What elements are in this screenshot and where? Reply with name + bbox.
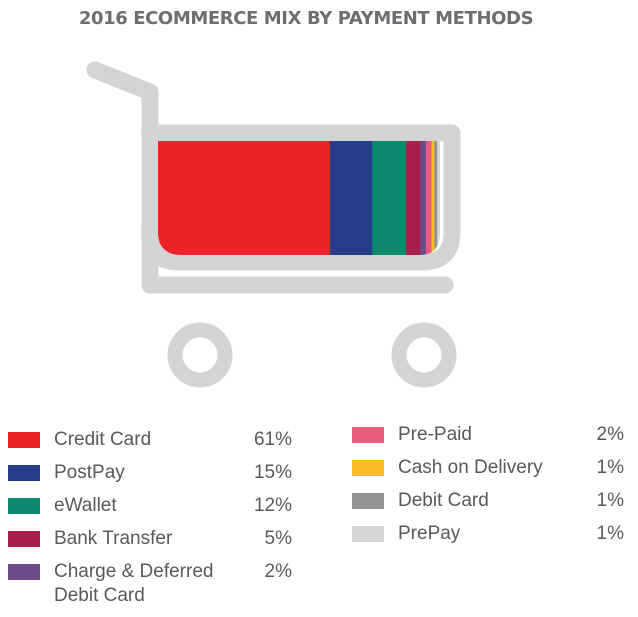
bar-segment-1 [158,141,331,255]
legend-value: 2% [596,424,624,445]
legend-item: Pre-Paid 2% [352,424,624,449]
legend-item: Charge & Deferred Debit Card 2% [8,561,292,606]
legend-item: PrePay 1% [352,523,624,548]
legend-swatch [352,526,384,542]
bar-segment-8 [434,141,438,255]
legend-label: Charge & Deferred Debit Card [54,561,214,606]
legend-swatch [352,427,384,443]
legend-value: 1% [596,457,624,478]
legend-value: 15% [253,462,292,483]
bar-segment-3 [372,141,407,255]
shopping-cart-icon [86,61,461,388]
legend-swatch [8,531,40,547]
cart-basket [141,124,461,271]
legend-value: 1% [596,490,624,511]
bar-segment-6 [425,141,432,255]
bar-segment-2 [330,141,373,255]
legend-item: PostPay 15% [8,462,292,487]
bar-segment-7 [431,141,435,255]
cart-frame [86,61,461,294]
legend-swatch [8,498,40,514]
legend-label: Cash on Delivery [398,457,543,478]
legend-value: 12% [253,495,292,516]
stacked-bar [158,141,440,255]
legend-item: Bank Transfer 5% [8,528,292,553]
legend-item: eWallet 12% [8,495,292,520]
legend-swatch [8,432,40,448]
cart-wheel-left [167,322,233,388]
legend-item: Cash on Delivery 1% [352,457,624,482]
legend-swatch [8,465,40,481]
bar-segment-5 [420,141,427,255]
legend-label: Debit Card [398,490,489,511]
legend-swatch [8,564,40,580]
legend-swatch [352,493,384,509]
legend-value: 61% [253,429,292,450]
legend-swatch [352,460,384,476]
legend-label: Credit Card [54,429,152,450]
legend-label: Pre-Paid [398,424,472,445]
legend-item: Debit Card 1% [352,490,624,515]
legend-item: Credit Card 61% [8,429,292,454]
legend-value: 5% [264,528,292,549]
legend-label: PostPay [54,462,125,483]
legend-value: 2% [264,561,292,582]
bar-segment-9 [437,141,440,255]
cart-wheel-right [391,322,457,388]
chart-title: 2016 ECOMMERCE MIX BY PAYMENT METHODS [78,8,534,29]
legend-label: PrePay [398,523,461,544]
legend-label: Bank Transfer [54,528,173,549]
legend-value: 1% [596,523,624,544]
bar-segment-4 [406,141,421,255]
cart-wheels [167,322,457,388]
legend-label: eWallet [54,495,117,516]
